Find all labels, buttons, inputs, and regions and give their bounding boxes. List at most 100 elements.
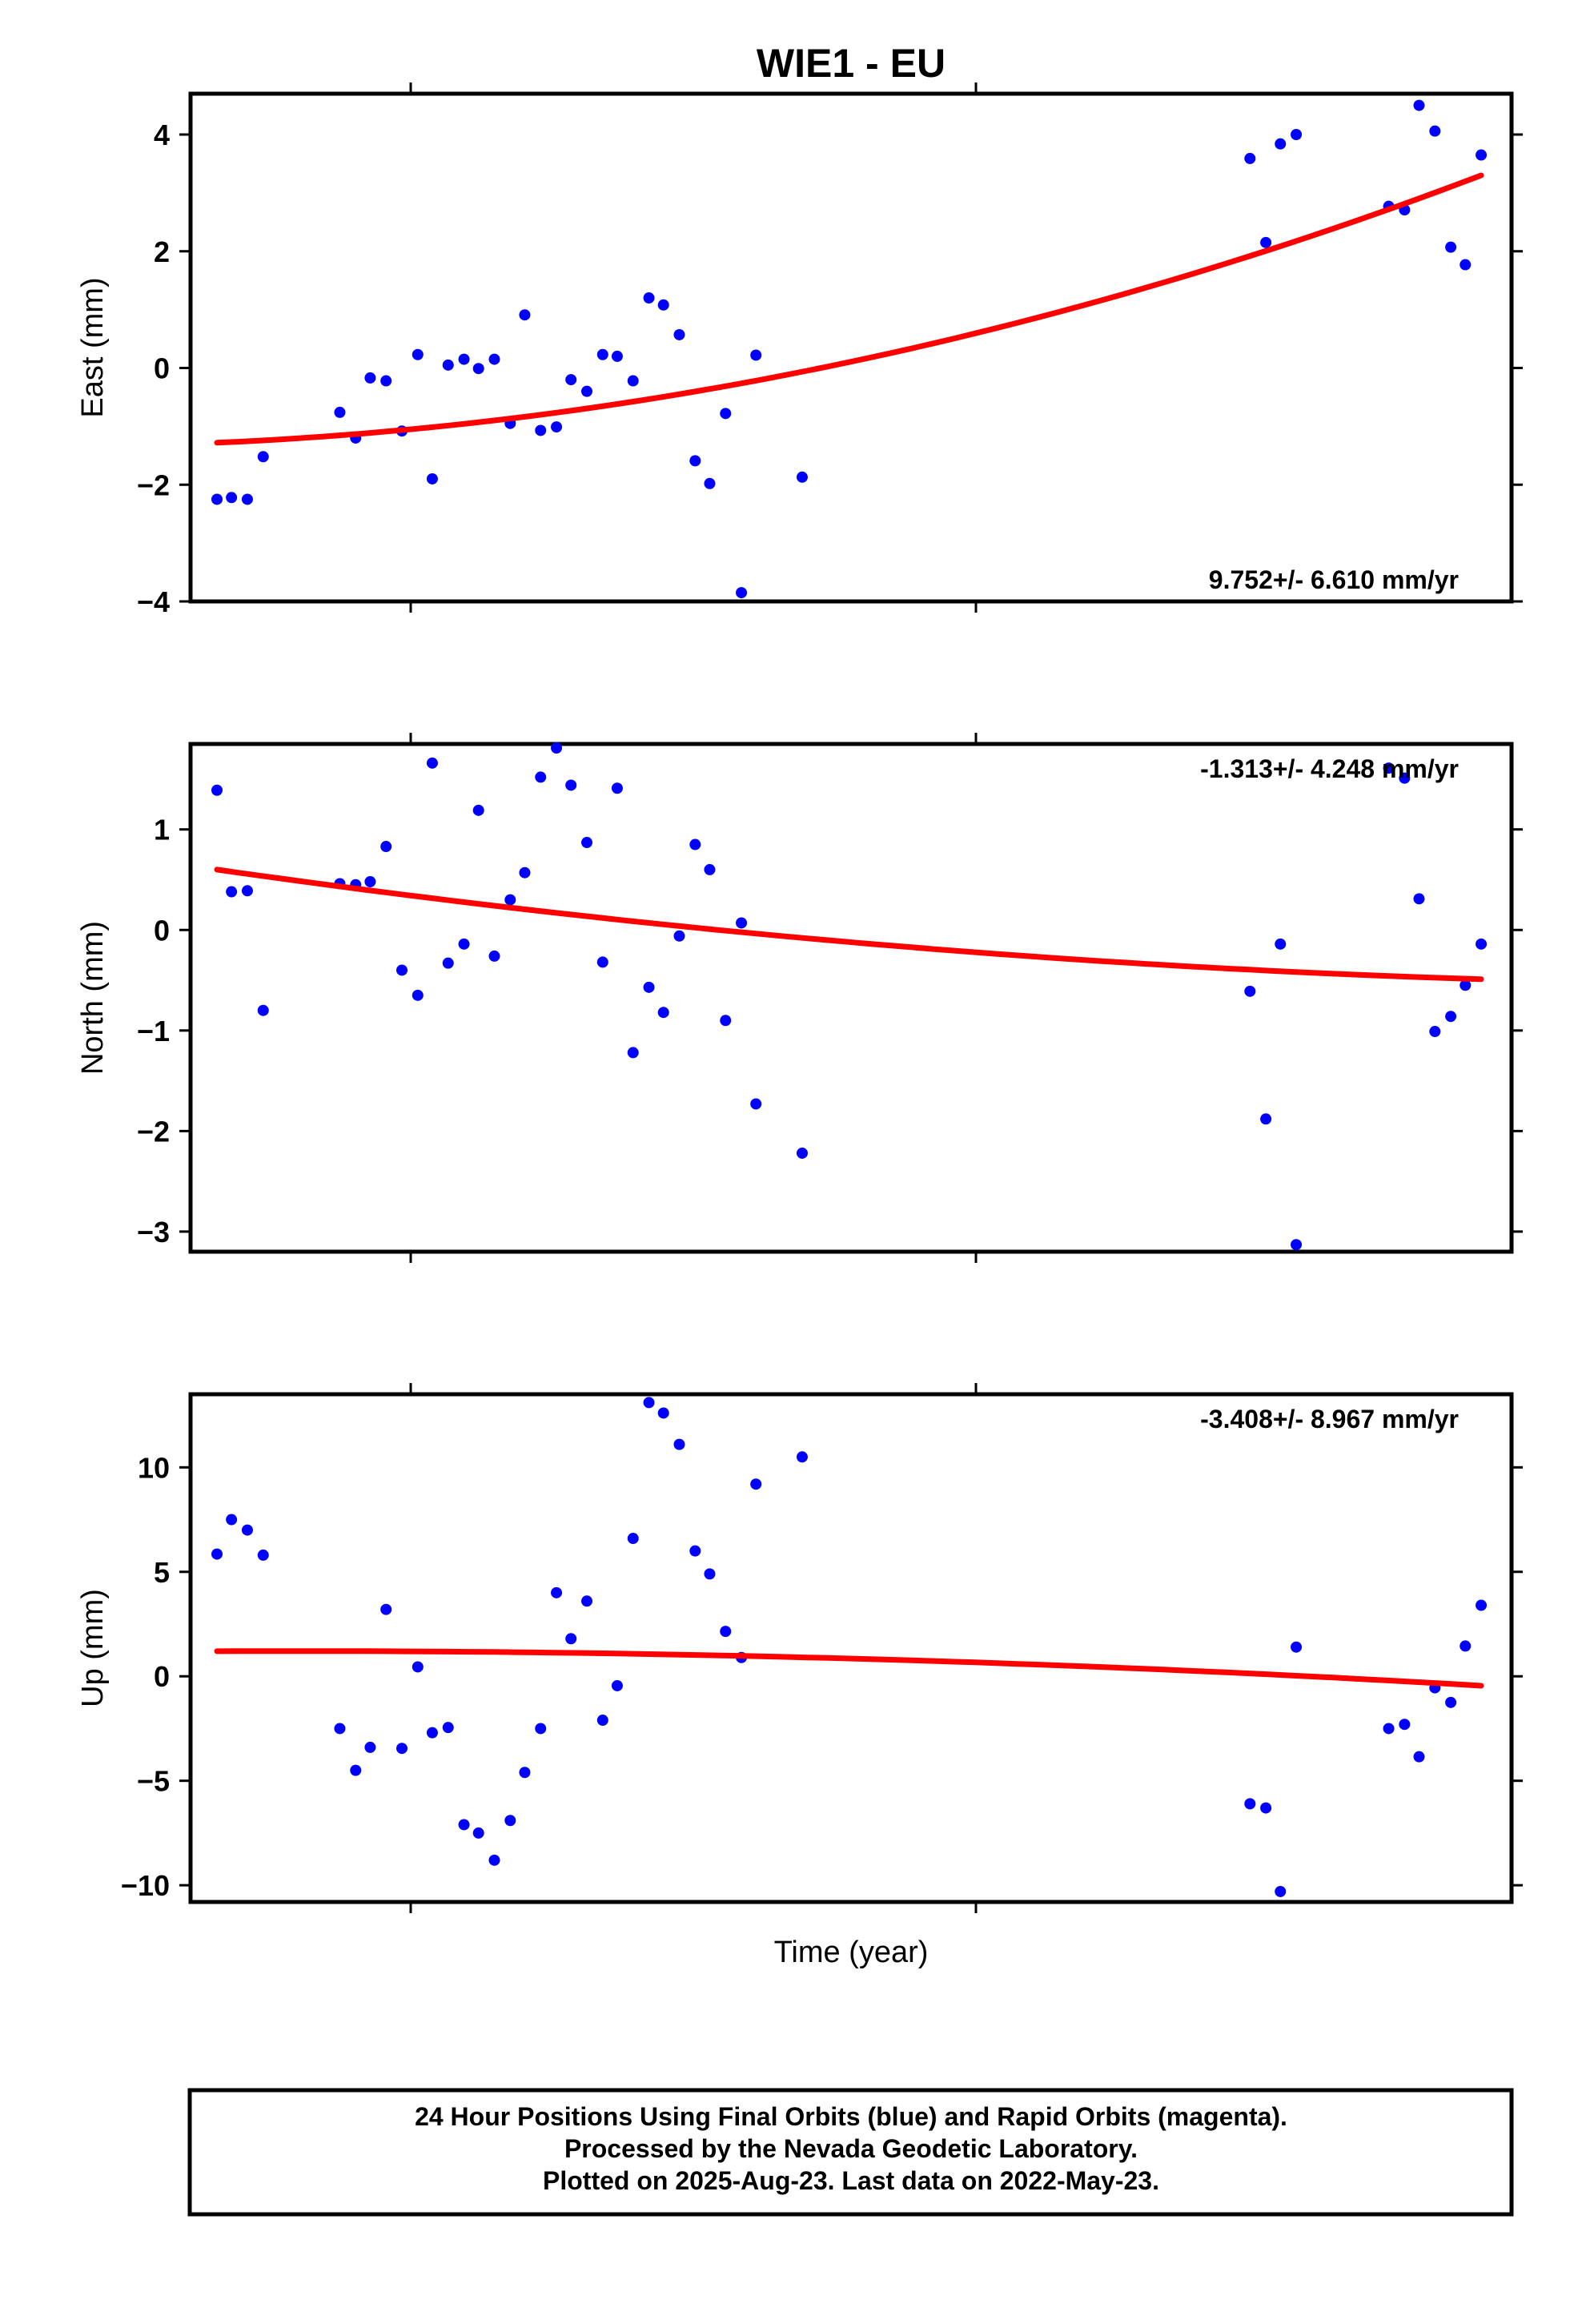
east-data-point [627,375,639,387]
up-plot-frame [188,1392,1514,1904]
north-data-point [226,886,238,898]
north-data-point [581,837,592,849]
east-data-point [535,424,547,436]
up-data-point [1291,1641,1303,1653]
north-data-point [211,784,223,796]
up-data-point [673,1438,685,1450]
north-data-point [1383,762,1395,774]
east-data-point [488,353,500,365]
north-data-point [412,989,424,1001]
east-ytick-label: 2 [154,235,170,268]
north-data-point [1413,893,1425,905]
up-data-point [257,1549,269,1561]
east-data-point [1476,149,1488,161]
north-ytick-label: −1 [137,1015,170,1047]
north-y-axis-label: North (mm) [76,921,110,1075]
east-data-point [1275,138,1287,150]
east-data-point [380,375,392,387]
north-data-point [796,1147,808,1159]
north-data-point [657,1007,669,1019]
north-data-point [627,1047,639,1059]
up-data-point [458,1819,470,1831]
footer-line-1: 24 Hour Positions Using Final Orbits (bl… [415,2102,1287,2131]
east-data-point [226,492,238,504]
up-data-point [519,1767,531,1779]
up-data-point [396,1743,408,1755]
east-ytick-label: 0 [154,352,170,385]
north-data-point [1275,938,1287,950]
east-ytick-label: 4 [154,119,170,151]
north-data-point [241,885,253,897]
east-data-point [750,349,762,361]
panel-north: −3 −2 −1 0 1 North (mm) -1.313+/- 4.248 mm/yr [76,733,1523,1263]
east-data-point [442,359,454,371]
north-data-point [1445,1011,1457,1023]
north-data-point [442,957,454,969]
up-data-point [426,1727,438,1739]
north-data-point [396,964,408,976]
up-data-point [565,1633,577,1645]
north-ytick-label: 1 [154,814,170,846]
up-data-point [1399,1719,1411,1731]
up-rate-label: -3.408+/- 8.967 mm/yr [1200,1405,1459,1433]
up-data-point [551,1586,563,1598]
up-fit-line [214,1648,1484,1689]
east-data-point [704,477,716,489]
north-data-point [551,742,563,754]
north-data-point [704,863,716,875]
north-data-point [472,804,484,816]
up-data-point [689,1545,701,1557]
footer-line-2: Processed by the Nevada Geodetic Laborat… [564,2134,1138,2163]
east-data-point [364,372,376,384]
north-data-point [257,1004,269,1016]
east-data-point [426,472,438,485]
up-data-point [1476,1599,1488,1611]
north-data-point [380,841,392,853]
north-data-point [364,875,376,887]
north-data-point [1429,1026,1441,1038]
east-data-point [334,406,346,418]
chart-title: WIE1 - EU [757,41,946,86]
east-data-point [720,408,732,420]
north-data-point [673,930,685,942]
east-data-point [565,374,577,386]
east-data-point [643,292,655,304]
up-data-point [627,1533,639,1545]
up-data-point [211,1548,223,1560]
footer-line-3: Plotted on 2025-Aug-23. Last data on 202… [543,2166,1159,2195]
panel-up: −10 −5 0 5 10 Up (mm) -3.408+/- 8.967 mm/yr [76,1383,1523,1913]
east-data-point [1413,99,1425,111]
east-data-point [581,385,592,397]
east-data-point [1260,236,1272,248]
north-rate-label: -1.313+/- 4.248 mm/yr [1200,754,1459,783]
north-data-point [535,771,547,783]
up-data-point [504,1815,516,1827]
up-data-point [380,1603,392,1615]
up-ytick-label: −5 [137,1765,170,1798]
up-data-point [657,1407,669,1419]
up-ytick-label: 5 [154,1556,170,1589]
east-ytick-label: −4 [137,585,170,618]
east-data-point [1445,241,1457,253]
north-data-point [1476,938,1488,950]
east-data-point [736,587,748,599]
east-data-point [257,451,269,463]
up-data-point [334,1723,346,1735]
up-data-point [611,1679,623,1691]
up-y-axis-label: Up (mm) [76,1589,110,1707]
up-ytick-label: 10 [138,1451,170,1484]
east-data-point [519,309,531,321]
east-data-point [1291,129,1303,141]
north-data-point [519,866,531,879]
north-data-point [596,956,608,968]
north-data-point [1244,985,1256,997]
up-ytick-label: −10 [121,1869,170,1902]
panel-east: −4 −2 0 2 4 East (mm) 9.752+/- 6.610 mm/yr [76,82,1523,618]
north-data-point [1260,1113,1272,1125]
north-data-point [720,1015,732,1027]
east-ytick-label: −2 [137,468,170,501]
north-data-point [689,838,701,850]
east-data-point [796,471,808,483]
up-data-point [472,1827,484,1839]
